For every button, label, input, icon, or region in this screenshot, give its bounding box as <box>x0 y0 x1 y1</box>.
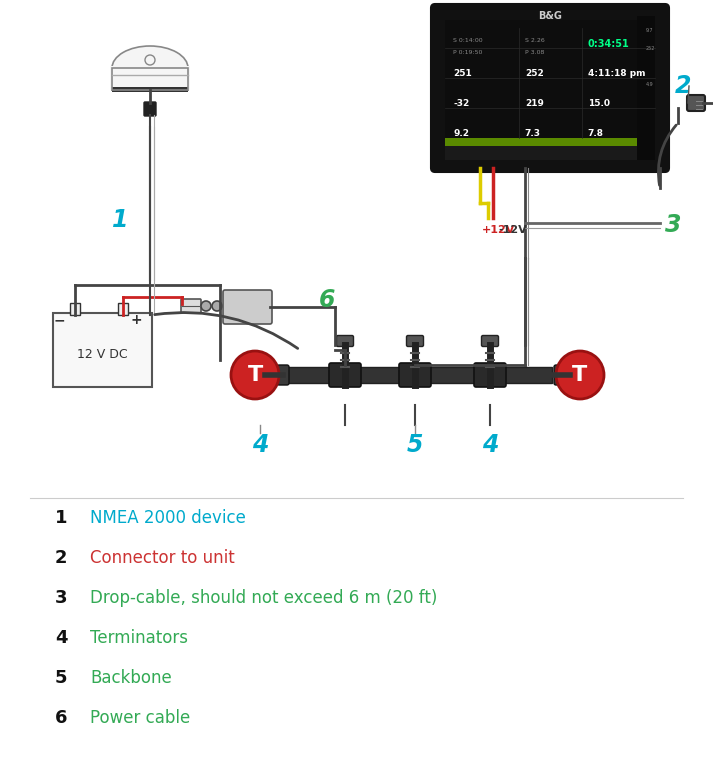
Text: 252: 252 <box>646 46 655 50</box>
Text: 15.0: 15.0 <box>588 100 610 109</box>
Text: 6: 6 <box>55 709 68 727</box>
Text: 6: 6 <box>319 288 335 312</box>
Text: +12V: +12V <box>482 225 515 235</box>
FancyBboxPatch shape <box>637 16 655 160</box>
Text: 251: 251 <box>453 69 472 78</box>
Ellipse shape <box>112 46 188 90</box>
Circle shape <box>201 301 211 311</box>
FancyBboxPatch shape <box>112 87 188 92</box>
FancyBboxPatch shape <box>53 313 152 387</box>
FancyBboxPatch shape <box>144 102 156 116</box>
Text: 5: 5 <box>406 433 424 457</box>
FancyBboxPatch shape <box>277 365 289 385</box>
FancyBboxPatch shape <box>337 335 354 347</box>
Text: 252: 252 <box>525 69 543 78</box>
Text: NMEA 2000 device: NMEA 2000 device <box>90 509 246 527</box>
Text: 2: 2 <box>675 74 692 98</box>
Text: 5: 5 <box>55 669 68 687</box>
Text: T: T <box>247 365 262 385</box>
Text: 3: 3 <box>55 589 68 607</box>
Circle shape <box>145 55 155 65</box>
FancyBboxPatch shape <box>445 146 655 160</box>
FancyBboxPatch shape <box>431 4 669 172</box>
Text: 4:11:18 pm: 4:11:18 pm <box>588 69 645 78</box>
Text: 12 V DC: 12 V DC <box>77 349 128 362</box>
Text: P 0:19:50: P 0:19:50 <box>453 49 483 55</box>
Text: 7.8: 7.8 <box>588 129 604 138</box>
FancyBboxPatch shape <box>445 138 655 146</box>
Text: -32: -32 <box>453 100 469 109</box>
Text: T: T <box>573 365 588 385</box>
Text: 4: 4 <box>55 629 68 647</box>
Text: Backbone: Backbone <box>90 669 172 687</box>
Text: 9.7: 9.7 <box>646 27 654 33</box>
FancyBboxPatch shape <box>481 335 498 347</box>
Text: 1: 1 <box>112 208 128 232</box>
Text: −: − <box>53 313 65 327</box>
FancyBboxPatch shape <box>181 299 201 313</box>
FancyBboxPatch shape <box>554 365 566 385</box>
Text: 9.2: 9.2 <box>453 129 469 138</box>
Text: S 2.26: S 2.26 <box>525 37 545 43</box>
FancyBboxPatch shape <box>110 66 190 90</box>
Text: 2: 2 <box>55 549 68 567</box>
Text: Drop-cable, should not exceed 6 m (20 ft): Drop-cable, should not exceed 6 m (20 ft… <box>90 589 437 607</box>
Circle shape <box>212 301 222 311</box>
Text: S 0:14:00: S 0:14:00 <box>453 37 483 43</box>
FancyBboxPatch shape <box>112 68 188 90</box>
Text: 3: 3 <box>665 213 682 237</box>
Text: 7.3: 7.3 <box>525 129 540 138</box>
Text: Power cable: Power cable <box>90 709 190 727</box>
Text: B&G: B&G <box>538 11 562 21</box>
FancyBboxPatch shape <box>406 335 424 347</box>
Text: 1: 1 <box>55 509 68 527</box>
Text: +: + <box>131 313 143 327</box>
FancyBboxPatch shape <box>223 290 272 324</box>
Text: 219: 219 <box>525 100 544 109</box>
Text: -12V: -12V <box>498 225 527 235</box>
FancyBboxPatch shape <box>283 367 552 383</box>
Circle shape <box>231 351 279 399</box>
FancyBboxPatch shape <box>687 95 705 111</box>
FancyBboxPatch shape <box>474 363 506 387</box>
Text: 4: 4 <box>252 433 268 457</box>
Text: 0:34:51: 0:34:51 <box>588 39 630 49</box>
Text: Connector to unit: Connector to unit <box>90 549 235 567</box>
Circle shape <box>556 351 604 399</box>
FancyBboxPatch shape <box>70 303 80 315</box>
FancyBboxPatch shape <box>329 363 361 387</box>
FancyBboxPatch shape <box>399 363 431 387</box>
FancyBboxPatch shape <box>118 303 128 315</box>
Text: 4: 4 <box>482 433 498 457</box>
Text: Terminators: Terminators <box>90 629 188 647</box>
Text: 4.9: 4.9 <box>646 81 654 87</box>
Text: P 3.08: P 3.08 <box>525 49 544 55</box>
FancyBboxPatch shape <box>445 20 655 160</box>
